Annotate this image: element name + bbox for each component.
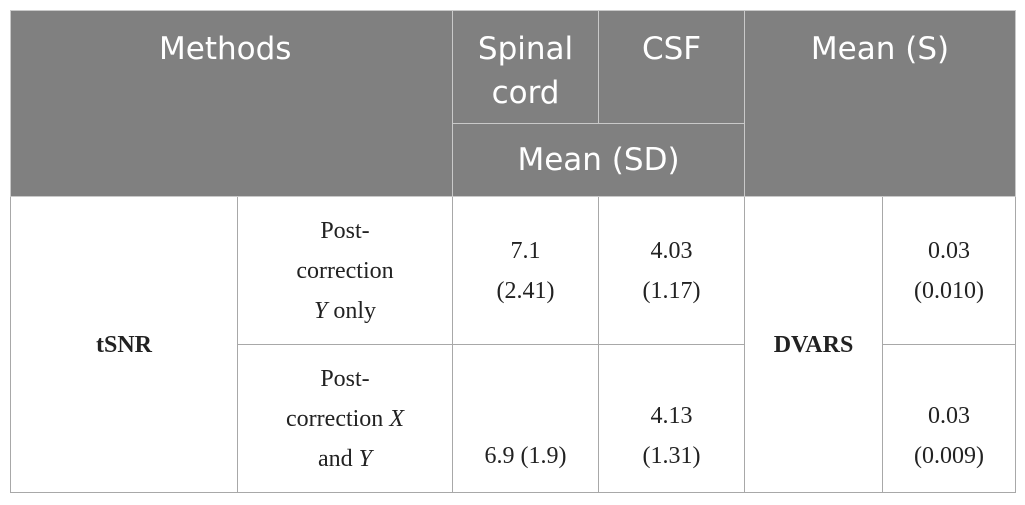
header-methods: Methods	[9, 10, 454, 197]
csf-y-only-mean: 4.03	[650, 237, 693, 264]
dvars-y-only: 0.03 (0.010)	[882, 196, 1017, 345]
csf-y-only-sd: (1.17)	[642, 277, 701, 304]
dvars-y-only-sd: (0.010)	[914, 277, 984, 304]
method-y-only-line2: correction	[296, 257, 394, 284]
method-y-only-var: Y	[313, 297, 328, 324]
method-x-and-y-line2: correction X	[238, 399, 452, 439]
results-table: Methods Spinal cord CSF Mean (S) Mean (S…	[9, 10, 1017, 493]
metric-tsnr: tSNR	[10, 196, 238, 493]
method-y-only-line3: Y only	[238, 291, 452, 331]
dvars-x-and-y: 0.03 (0.009)	[882, 344, 1017, 493]
method-y-only-rest: only	[327, 297, 377, 324]
dvars-x-and-y-sd: (0.009)	[914, 443, 984, 469]
table-header: Methods Spinal cord CSF Mean (S) Mean (S…	[9, 10, 1017, 197]
header-spinal-cord-line2: cord	[491, 75, 560, 111]
method-y-only: Post- correction Y only	[236, 196, 454, 345]
csf-x-and-y: 4.13 (1.31)	[598, 344, 746, 493]
method-y-only-line1: Post-	[320, 217, 370, 244]
header-mean-sd: Mean (SD)	[452, 123, 746, 197]
table-row-y-only: tSNR Post- correction Y only 7.1 (2.41) …	[10, 196, 1017, 493]
header-spinal-cord: Spinal cord	[452, 10, 600, 124]
method-x-and-y-var1: X	[389, 405, 404, 432]
method-x-and-y-prefix3: and	[318, 445, 359, 472]
header-spinal-cord-line1: Spinal	[477, 31, 574, 67]
method-x-and-y-line1: Post-	[320, 365, 370, 392]
table-row-x-and-y: Post- correction X and Y 6.9 (1.9) 4.13 …	[11, 344, 1017, 493]
method-x-and-y: Post- correction X and Y	[236, 344, 454, 493]
method-x-and-y-var2: Y	[358, 445, 373, 472]
metric-dvars: DVARS	[744, 196, 884, 493]
header-csf: CSF	[598, 10, 746, 124]
dvars-x-and-y-mean: 0.03	[928, 403, 971, 429]
results-table-container: Methods Spinal cord CSF Mean (S) Mean (S…	[9, 10, 1017, 494]
spinal-y-only-sd: (2.41)	[496, 277, 555, 304]
method-x-and-y-line3: and Y	[238, 439, 452, 479]
spinal-x-and-y: 6.9 (1.9)	[452, 344, 600, 493]
csf-x-and-y-sd: (1.31)	[642, 443, 701, 469]
csf-y-only: 4.03 (1.17)	[598, 196, 746, 345]
dvars-y-only-mean: 0.03	[928, 237, 971, 264]
table-body: tSNR Post- correction Y only 7.1 (2.41) …	[10, 196, 1017, 493]
header-mean-s: Mean (S)	[744, 10, 1017, 197]
method-x-and-y-prefix2: correction	[286, 405, 390, 432]
spinal-y-only-mean: 7.1	[510, 237, 541, 264]
csf-x-and-y-mean: 4.13	[650, 403, 693, 429]
spinal-y-only: 7.1 (2.41)	[452, 196, 600, 345]
